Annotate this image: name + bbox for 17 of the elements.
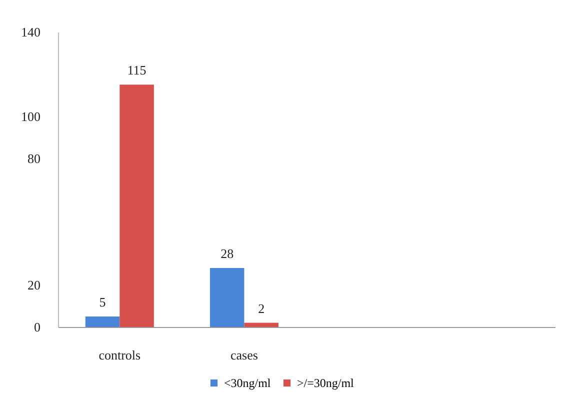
data-label: 115: [127, 62, 146, 78]
x-tick-label: cases: [230, 348, 258, 362]
bar: [244, 322, 278, 327]
bar: [85, 316, 120, 327]
y-tick-label: 100: [21, 108, 40, 124]
data-label: 28: [220, 246, 234, 261]
y-tick-label: 0: [34, 320, 40, 334]
x-tick-label: controls: [98, 348, 141, 362]
legend-label: >/=30ng/ml: [297, 376, 355, 390]
data-label: 2: [258, 300, 265, 316]
bar: [210, 268, 244, 327]
y-tick-label: 20: [28, 277, 40, 292]
y-tick-label: 80: [28, 150, 40, 166]
y-tick-label: 140: [21, 24, 40, 40]
bar: [120, 84, 154, 327]
data-label: 5: [99, 294, 106, 310]
legend-label: <30ng/ml: [224, 376, 272, 390]
